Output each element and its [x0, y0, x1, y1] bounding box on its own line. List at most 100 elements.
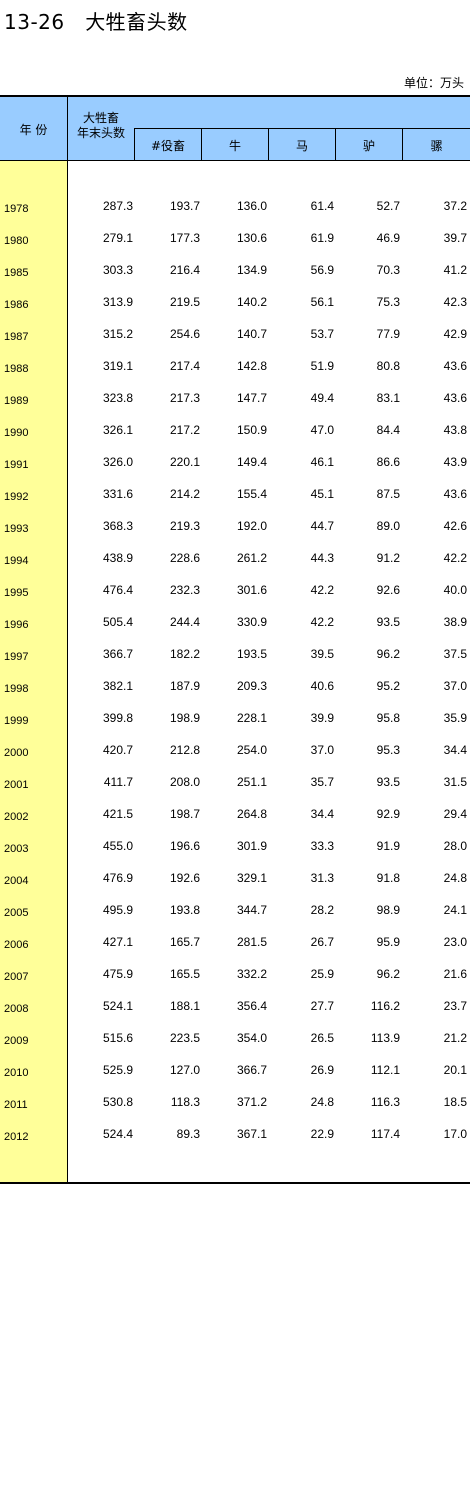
- draft-cell: 217.3: [169, 391, 200, 405]
- donkey-cell: 52.7: [376, 199, 400, 213]
- total-cell: 421.5: [102, 807, 133, 821]
- draft-cell: 228.6: [169, 551, 200, 565]
- horse-cell: 39.9: [310, 711, 334, 725]
- table-row: 1994 438.9 228.6 261.2 44.3 91.2 42.2: [0, 545, 470, 577]
- year-cell: 2002: [4, 811, 29, 823]
- total-cell: 525.9: [102, 1063, 133, 1077]
- table-row: 2012 524.4 89.3 367.1 22.9 117.4 17.0: [0, 1121, 470, 1153]
- header-divider: [268, 129, 269, 161]
- year-cell: 1997: [4, 651, 29, 663]
- mule-cell: 41.2: [443, 263, 467, 277]
- donkey-cell: 96.2: [376, 967, 400, 981]
- mule-cell: 37.2: [443, 199, 467, 213]
- year-cell: 1996: [4, 619, 29, 631]
- horse-cell: 42.2: [310, 615, 334, 629]
- horse-cell: 26.9: [310, 1063, 334, 1077]
- horse-cell: 47.0: [310, 423, 334, 437]
- horse-cell: 53.7: [310, 327, 334, 341]
- header-donkey: 驴: [362, 138, 375, 153]
- unit-label: 单位：万头: [403, 76, 464, 90]
- total-cell: 303.3: [102, 263, 133, 277]
- draft-cell: 212.8: [169, 743, 200, 757]
- donkey-cell: 92.6: [376, 583, 400, 597]
- horse-cell: 45.1: [310, 487, 334, 501]
- cattle-cell: 366.7: [236, 1063, 267, 1077]
- donkey-cell: 92.9: [376, 807, 400, 821]
- header-horse: 马: [295, 138, 308, 153]
- horse-cell: 46.1: [310, 455, 334, 469]
- cattle-cell: 367.1: [236, 1127, 267, 1141]
- header-year: 年 份: [19, 122, 48, 137]
- draft-cell: 208.0: [169, 775, 200, 789]
- table-row: 1995 476.4 232.3 301.6 42.2 92.6 40.0: [0, 577, 470, 609]
- donkey-cell: 95.3: [376, 743, 400, 757]
- draft-cell: 89.3: [176, 1127, 200, 1141]
- year-cell: 1978: [4, 203, 29, 215]
- year-cell: 1990: [4, 427, 29, 439]
- header-mule: 骡: [430, 138, 443, 153]
- horse-cell: 61.4: [310, 199, 334, 213]
- donkey-cell: 95.2: [376, 679, 400, 693]
- cattle-cell: 332.2: [236, 967, 267, 981]
- year-cell: 2004: [4, 875, 29, 887]
- year-cell: 2010: [4, 1067, 29, 1079]
- page-title: 13-26 大牲畜头数: [4, 10, 188, 34]
- draft-cell: 223.5: [169, 1031, 200, 1045]
- draft-cell: 244.4: [169, 615, 200, 629]
- draft-cell: 217.4: [169, 359, 200, 373]
- donkey-cell: 116.3: [370, 1095, 400, 1109]
- total-cell: 315.2: [102, 327, 133, 341]
- table-row: 1985 303.3 216.4 134.9 56.9 70.3 41.2: [0, 257, 470, 289]
- mule-cell: 39.7: [443, 231, 467, 245]
- mule-cell: 43.6: [443, 487, 467, 501]
- total-cell: 279.1: [102, 231, 133, 245]
- draft-cell: 219.5: [169, 295, 200, 309]
- donkey-cell: 112.1: [370, 1063, 400, 1077]
- donkey-cell: 86.6: [376, 455, 400, 469]
- draft-cell: 219.3: [169, 519, 200, 533]
- year-cell: 2007: [4, 971, 29, 983]
- mule-cell: 43.9: [443, 455, 467, 469]
- horse-cell: 28.2: [310, 903, 334, 917]
- mule-cell: 28.0: [443, 839, 467, 853]
- total-cell: 455.0: [102, 839, 133, 853]
- year-cell: 1998: [4, 683, 29, 695]
- cattle-cell: 356.4: [236, 999, 267, 1013]
- draft-cell: 165.5: [169, 967, 200, 981]
- year-cell: 1980: [4, 235, 29, 247]
- donkey-cell: 75.3: [376, 295, 400, 309]
- donkey-cell: 98.9: [376, 903, 400, 917]
- cattle-cell: 209.3: [236, 679, 267, 693]
- cattle-cell: 264.8: [236, 807, 267, 821]
- horse-cell: 42.2: [310, 583, 334, 597]
- donkey-cell: 93.5: [376, 615, 400, 629]
- mule-cell: 37.0: [443, 679, 467, 693]
- draft-cell: 193.7: [169, 199, 200, 213]
- cattle-cell: 134.9: [236, 263, 267, 277]
- donkey-cell: 91.9: [376, 839, 400, 853]
- table-row: 1998 382.1 187.9 209.3 40.6 95.2 37.0: [0, 673, 470, 705]
- total-cell: 438.9: [102, 551, 133, 565]
- mule-cell: 42.9: [443, 327, 467, 341]
- total-cell: 368.3: [102, 519, 133, 533]
- horse-cell: 51.9: [310, 359, 334, 373]
- cattle-cell: 261.2: [236, 551, 267, 565]
- table-row: 1997 366.7 182.2 193.5 39.5 96.2 37.5: [0, 641, 470, 673]
- cattle-cell: 228.1: [236, 711, 267, 725]
- mule-cell: 35.9: [443, 711, 467, 725]
- cattle-cell: 301.6: [236, 583, 267, 597]
- year-cell: 2011: [4, 1099, 28, 1111]
- total-cell: 326.0: [102, 455, 133, 469]
- total-cell: 524.1: [102, 999, 133, 1013]
- draft-cell: 196.6: [169, 839, 200, 853]
- donkey-cell: 87.5: [376, 487, 400, 501]
- cattle-cell: 142.8: [236, 359, 267, 373]
- total-cell: 411.7: [103, 775, 133, 789]
- year-cell: 2005: [4, 907, 29, 919]
- mule-cell: 31.5: [443, 775, 467, 789]
- header-divider: [201, 129, 202, 161]
- donkey-cell: 93.5: [376, 775, 400, 789]
- draft-cell: 198.7: [169, 807, 200, 821]
- draft-cell: 177.3: [169, 231, 200, 245]
- total-cell: 287.3: [102, 199, 133, 213]
